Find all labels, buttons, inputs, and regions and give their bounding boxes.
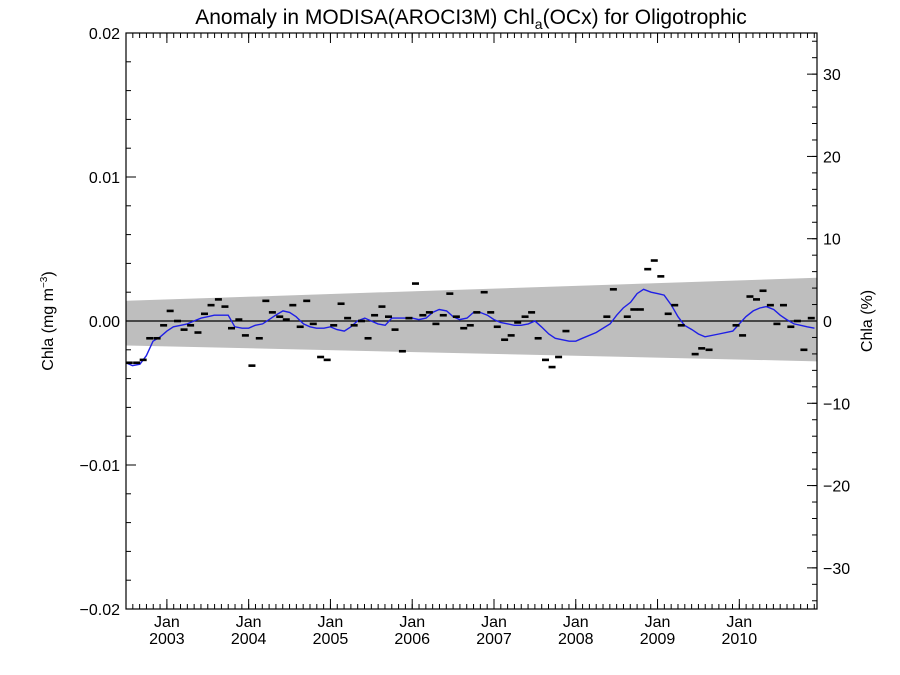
left-tick-label: −0.01 (80, 458, 121, 475)
confidence-band (126, 277, 817, 362)
chart-title: Anomaly in MODISA(AROCI3M) Chla(OCx) for… (195, 6, 747, 32)
x-tick-month-label: Jan (645, 614, 671, 631)
monthly-points-layer (125, 259, 815, 369)
running-mean-layer (125, 288, 815, 367)
x-tick-year-label: 2004 (231, 631, 267, 648)
x-tick-year-label: 2003 (149, 631, 185, 648)
x-tick-year-label: 2006 (394, 631, 430, 648)
left-y-axis-label-exponent: −3 (39, 276, 50, 288)
right-tick-label: −10 (823, 396, 850, 413)
left-y-axis-label-text: Chla (mg m (40, 288, 57, 371)
x-tick-year-label: 2005 (313, 631, 349, 648)
chart-title-text: Anomaly in MODISA(AROCI3M) Chla(OCx) for… (195, 6, 747, 32)
x-tick-year-label: 2007 (476, 631, 512, 648)
chart-title-main: Anomaly in MODISA(AROCI3M) Chl (195, 6, 535, 29)
left-y-axis-label: Chla (mg m−3) (39, 271, 57, 370)
left-y-axis: −0.02 −0.01 0.00 0.01 0.02 (80, 26, 136, 619)
right-y-axis-label: Chla (%) (859, 290, 876, 352)
right-tick-label: 10 (823, 232, 841, 249)
left-tick-label: 0.02 (89, 26, 120, 43)
left-tick-label: 0.01 (89, 170, 120, 187)
left-y-axis-label-close: ) (40, 271, 57, 276)
x-tick-month-label: Jan (563, 614, 589, 631)
confidence-band-layer (126, 277, 817, 362)
x-tick-year-label: 2008 (558, 631, 594, 648)
left-tick-label: 0.00 (89, 314, 120, 331)
x-tick-month-label: Jan (481, 614, 507, 631)
right-tick-label: 30 (823, 67, 841, 84)
right-tick-label: −20 (823, 479, 850, 496)
right-y-axis: −30 −20 −10 0 10 20 30 (807, 40, 850, 602)
x-tick-month-label: Jan (726, 614, 752, 631)
x-axis: Jan2003Jan2004Jan2005Jan2006Jan2007Jan20… (125, 33, 815, 648)
x-tick-month-label: Jan (399, 614, 425, 631)
right-tick-label: −30 (823, 561, 850, 578)
x-tick-month-label: Jan (318, 614, 344, 631)
x-tick-year-label: 2009 (640, 631, 676, 648)
x-tick-month-label: Jan (236, 614, 262, 631)
x-tick-year-label: 2010 (722, 631, 758, 648)
running-mean-line (125, 288, 815, 367)
right-tick-label: 20 (823, 149, 841, 166)
chart-title-rest: (OCx) for Oligotrophic (543, 6, 747, 29)
right-tick-label: 0 (823, 314, 832, 331)
left-tick-label: −0.02 (80, 602, 121, 619)
x-tick-month-label: Jan (154, 614, 180, 631)
chart-title-subscript: a (535, 16, 543, 32)
